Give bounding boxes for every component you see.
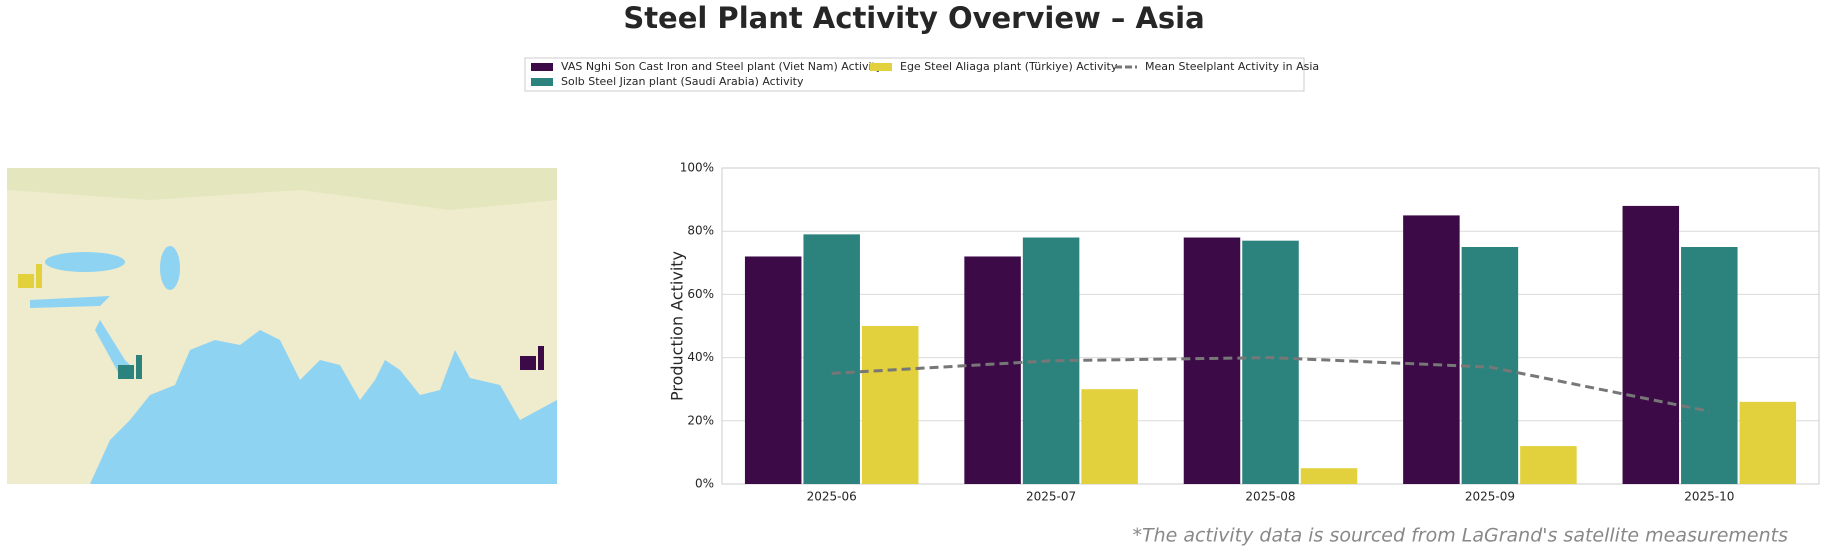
bar xyxy=(1739,401,1797,484)
bar xyxy=(1403,215,1460,484)
legend-label: Mean Steelplant Activity in Asia xyxy=(1145,60,1319,73)
y-tick-label: 0% xyxy=(695,477,714,491)
plant-marker xyxy=(118,365,134,379)
y-tick-label: 100% xyxy=(680,161,714,175)
legend-label: VAS Nghi Son Cast Iron and Steel plant (… xyxy=(561,60,883,73)
mean-line xyxy=(831,356,1710,413)
legend-swatch xyxy=(531,78,553,86)
legend: VAS Nghi Son Cast Iron and Steel plant (… xyxy=(524,57,1319,92)
y-tick-label: 60% xyxy=(687,287,714,301)
plant-marker xyxy=(18,274,34,288)
y-tick-label: 40% xyxy=(687,350,714,364)
legend-swatch xyxy=(531,63,553,71)
map-caspian-sea xyxy=(160,246,180,290)
bar xyxy=(744,256,802,484)
bar xyxy=(1681,247,1738,484)
plant-marker xyxy=(538,346,544,370)
x-tick-label: 2025-09 xyxy=(1465,490,1515,504)
legend-swatch xyxy=(870,63,892,71)
bar xyxy=(1520,446,1577,484)
bar xyxy=(803,234,860,484)
map-red-sea xyxy=(95,320,135,372)
y-tick-label: 20% xyxy=(687,413,714,427)
x-tick-label: 2025-08 xyxy=(1245,490,1295,504)
bar xyxy=(1300,468,1358,484)
bar xyxy=(1183,237,1241,484)
bar xyxy=(1081,389,1138,484)
map-black-sea xyxy=(45,252,125,272)
plant-marker xyxy=(520,356,536,370)
plant-marker xyxy=(36,264,42,288)
y-axis-label: Production Activity xyxy=(668,251,687,401)
bar xyxy=(964,256,1021,484)
bar xyxy=(1622,205,1680,485)
legend-label: Solb Steel Jizan plant (Saudi Arabia) Ac… xyxy=(561,75,804,88)
footnote: *The activity data is sourced from LaGra… xyxy=(1132,525,1788,547)
legend-frame xyxy=(524,57,1305,92)
plant-marker xyxy=(136,355,142,379)
bar xyxy=(861,326,919,484)
chart-title: Steel Plant Activity Overview – Asia xyxy=(623,1,1204,35)
map-mediterranean xyxy=(30,296,110,308)
bar xyxy=(1242,240,1299,484)
bar xyxy=(1461,247,1519,484)
y-tick-label: 80% xyxy=(687,224,714,238)
legend-label: Ege Steel Aliaga plant (Türkiye) Activit… xyxy=(900,60,1118,73)
map-land xyxy=(7,168,557,484)
map xyxy=(7,168,557,484)
x-tick-label: 2025-10 xyxy=(1684,490,1734,504)
x-tick-label: 2025-06 xyxy=(807,490,857,504)
x-tick-label: 2025-07 xyxy=(1026,490,1076,504)
map-forest xyxy=(7,168,557,210)
